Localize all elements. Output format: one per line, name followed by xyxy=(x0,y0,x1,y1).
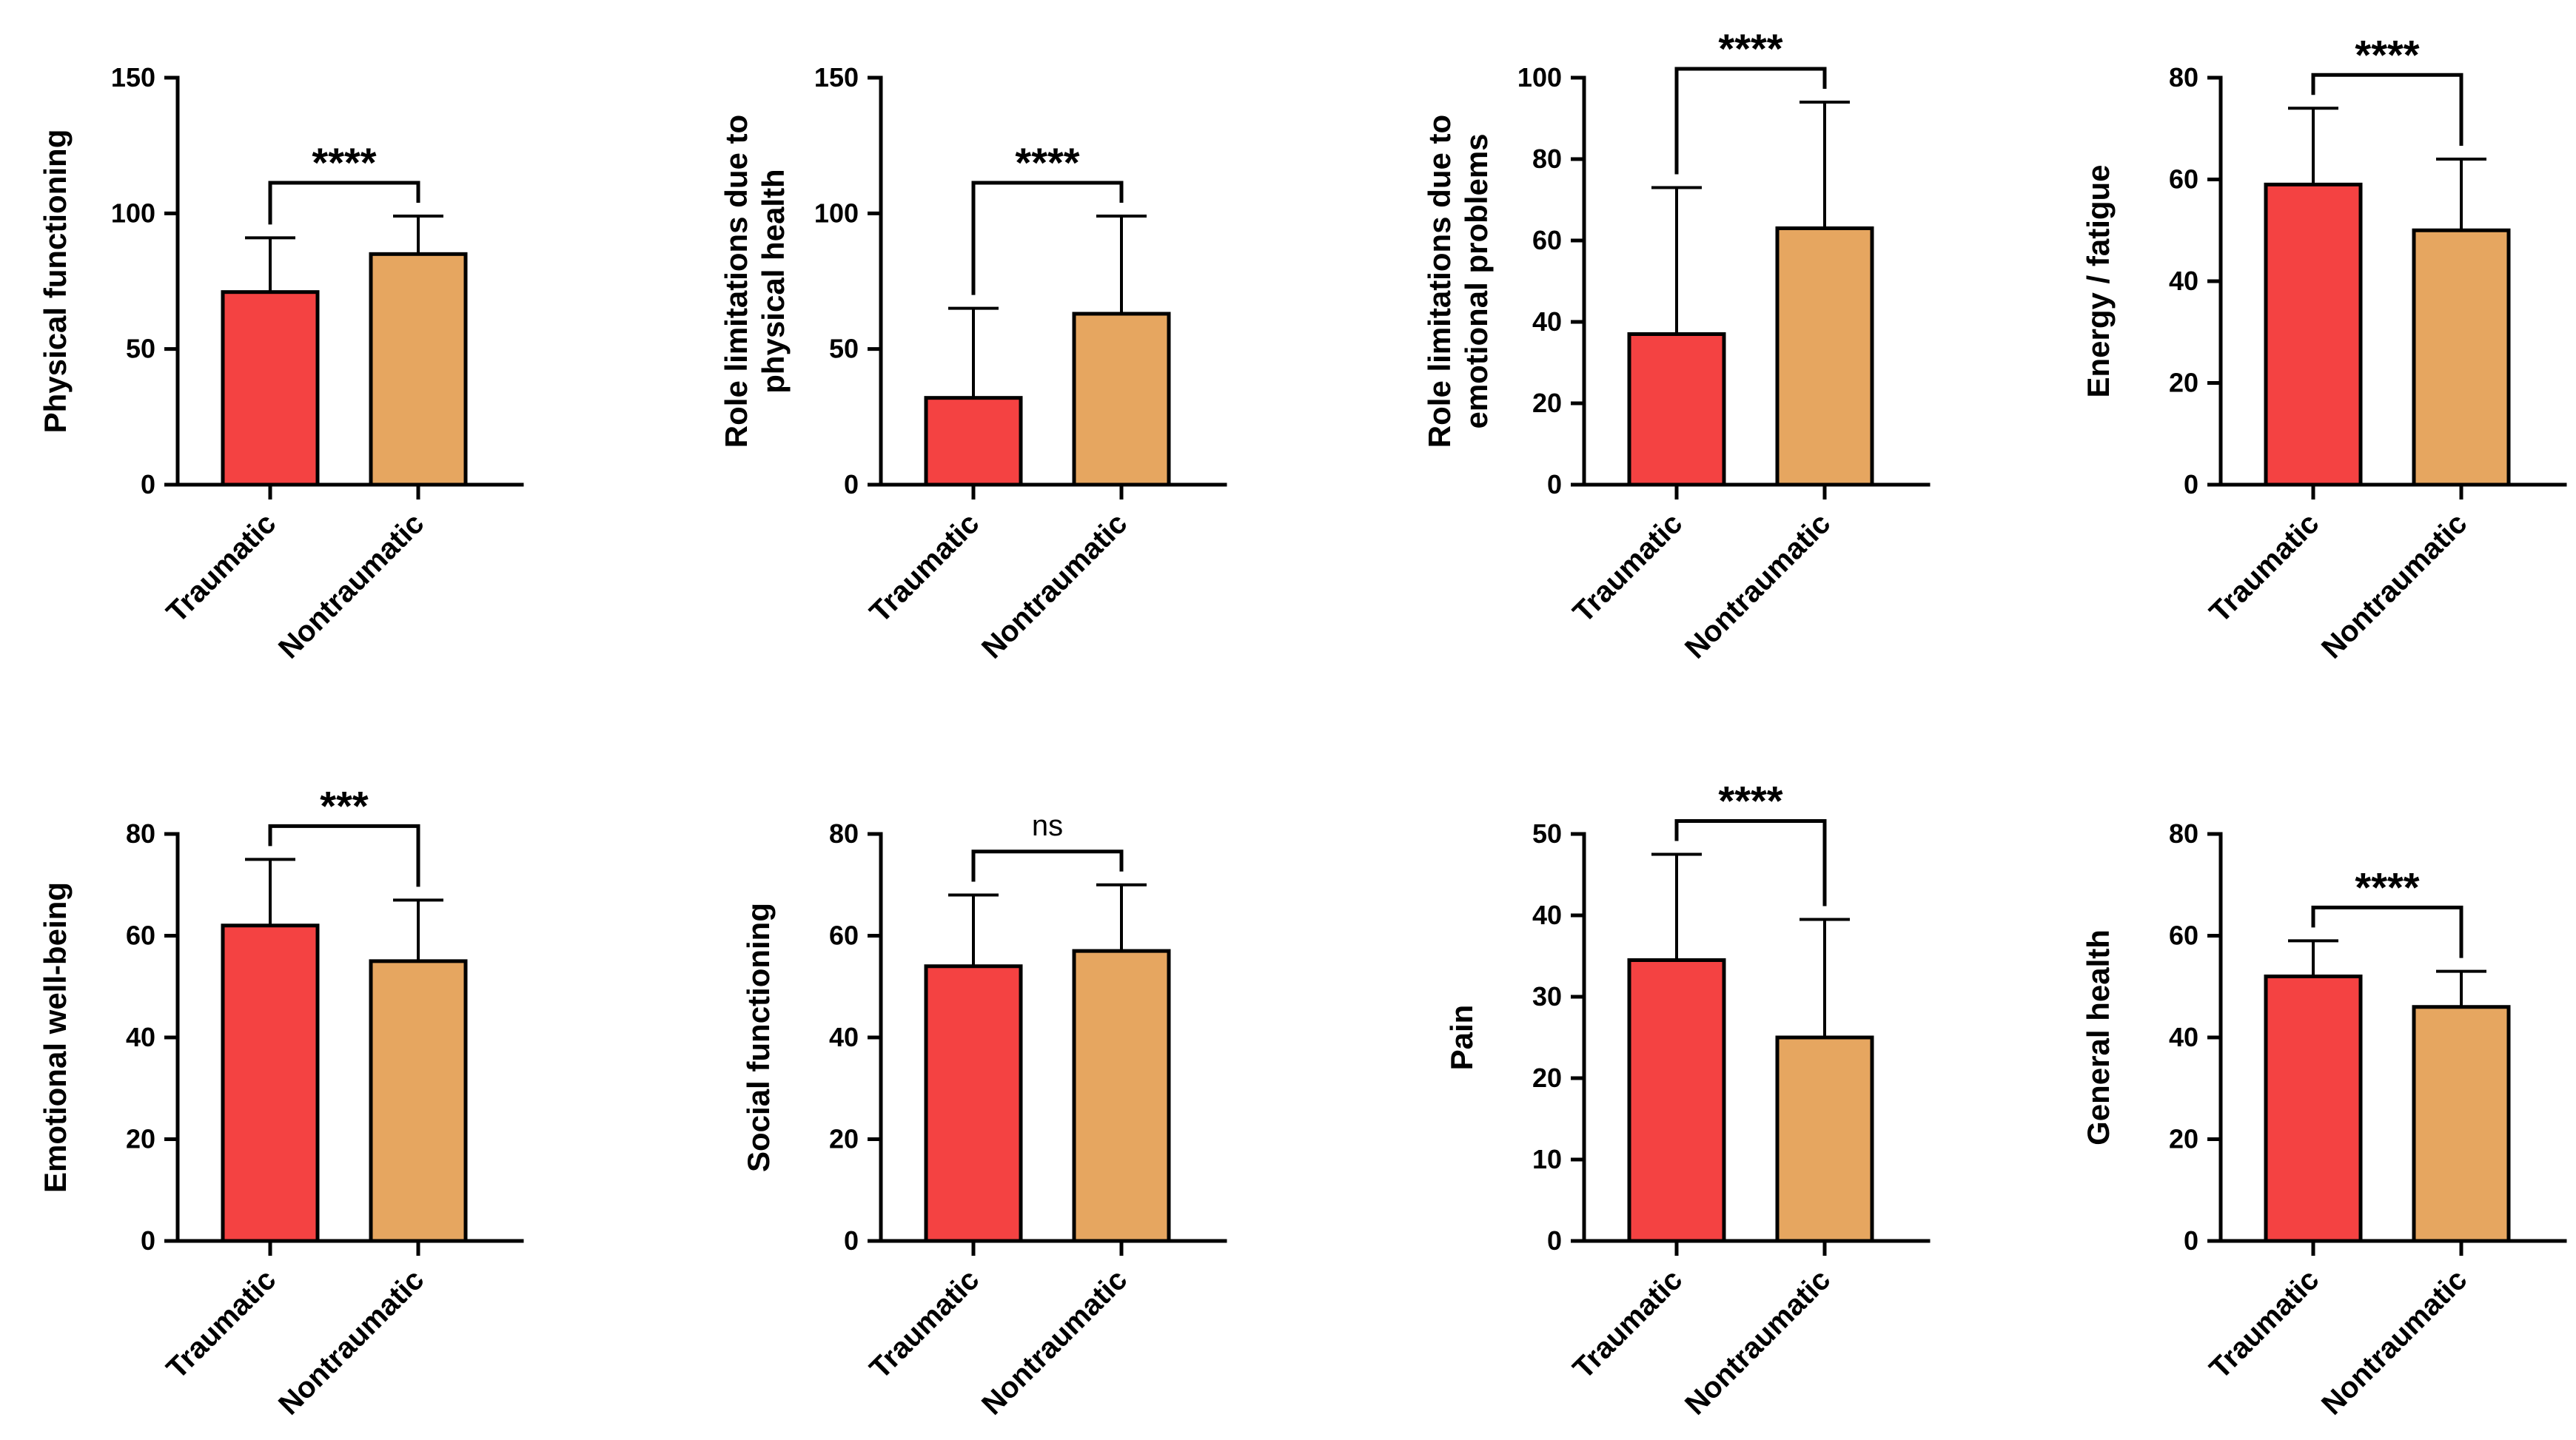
y-tick-label: 0 xyxy=(141,1225,155,1256)
significance-label: **** xyxy=(1718,778,1782,824)
bar-traumatic xyxy=(2264,975,2363,1243)
y-tick-label: 40 xyxy=(2169,266,2198,296)
bar-traumatic xyxy=(221,290,320,487)
bar-traumatic xyxy=(1627,958,1726,1243)
significance-label: **** xyxy=(2355,864,2419,910)
y-tick-label: 60 xyxy=(126,921,155,951)
y-axis-label: Pain xyxy=(1444,1005,1479,1071)
y-axis-label: Energy / fatigue xyxy=(2081,164,2116,397)
y-axis-label-line: Role limitations due to xyxy=(1422,115,1457,448)
significance-bracket xyxy=(971,849,1124,882)
y-tick-label: 0 xyxy=(844,469,859,499)
y-tick-label: 80 xyxy=(829,818,859,849)
y-tick-label: 150 xyxy=(111,62,155,92)
bar-nontraumatic xyxy=(1775,1035,1874,1243)
y-tick-label: 80 xyxy=(2169,818,2198,849)
y-axis-label-line: Role limitations due to xyxy=(719,115,754,448)
y-tick-label: 50 xyxy=(829,334,859,364)
significance-bracket xyxy=(268,181,420,225)
bar-traumatic xyxy=(1627,332,1726,487)
y-tick-label: 60 xyxy=(2169,921,2198,951)
y-tick-label: 40 xyxy=(126,1022,155,1052)
y-tick-label: 20 xyxy=(2169,1124,2198,1154)
y-axis-label-line: Energy / fatigue xyxy=(2081,164,2116,397)
y-tick-label: 60 xyxy=(2169,164,2198,195)
y-tick-label: 0 xyxy=(1547,1225,1562,1256)
y-tick-label: 0 xyxy=(2184,469,2198,499)
y-tick-label: 80 xyxy=(1532,144,1562,174)
bar-traumatic xyxy=(221,923,320,1243)
y-axis-label-line: physical health xyxy=(756,169,791,393)
bar-nontraumatic xyxy=(1072,949,1171,1243)
y-axis-label: Social functioning xyxy=(741,903,776,1172)
y-tick-label: 100 xyxy=(1517,62,1562,92)
significance-label: **** xyxy=(1015,139,1079,186)
y-tick-label: 100 xyxy=(814,198,859,228)
y-tick-label: 50 xyxy=(1532,818,1562,849)
significance-bracket xyxy=(268,824,420,887)
bar-traumatic xyxy=(924,964,1023,1243)
y-tick-label: 100 xyxy=(111,198,155,228)
y-axis-label: Emotional well-being xyxy=(38,882,73,1193)
y-tick-label: 60 xyxy=(1532,225,1562,255)
y-tick-label: 20 xyxy=(2169,368,2198,398)
y-tick-label: 0 xyxy=(141,469,155,499)
y-axis-label: Role limitations due toemotional problem… xyxy=(1422,115,1494,448)
significance-bracket xyxy=(2311,73,2463,146)
y-axis-label-line: Pain xyxy=(1444,1005,1479,1071)
y-axis-label-line: Social functioning xyxy=(741,903,776,1172)
y-tick-label: 40 xyxy=(1532,306,1562,337)
significance-label: **** xyxy=(312,139,376,186)
y-tick-label: 0 xyxy=(2184,1225,2198,1256)
y-axis-label-line: emotional problems xyxy=(1459,133,1494,428)
y-axis-label: Physical functioning xyxy=(38,129,73,434)
y-tick-label: 40 xyxy=(829,1022,859,1052)
y-axis-label-line: Emotional well-being xyxy=(38,882,73,1193)
y-tick-label: 60 xyxy=(829,921,859,951)
y-tick-label: 40 xyxy=(1532,900,1562,930)
significance-bracket xyxy=(2311,905,2463,958)
y-tick-label: 0 xyxy=(1547,469,1562,499)
bar-nontraumatic xyxy=(369,959,468,1243)
y-axis-label-line: Physical functioning xyxy=(38,129,73,434)
y-tick-label: 20 xyxy=(1532,388,1562,418)
y-tick-label: 10 xyxy=(1532,1144,1562,1174)
y-tick-label: 20 xyxy=(126,1124,155,1154)
bar-nontraumatic xyxy=(1775,226,1874,487)
significance-label: ns xyxy=(1032,810,1063,842)
significance-bracket xyxy=(971,181,1124,295)
bar-traumatic xyxy=(2264,182,2363,487)
y-tick-label: 150 xyxy=(814,62,859,92)
y-axis-label: General health xyxy=(2081,929,2116,1145)
y-tick-label: 80 xyxy=(2169,62,2198,92)
y-tick-label: 50 xyxy=(126,334,155,364)
bar-nontraumatic xyxy=(369,252,468,487)
significance-bracket xyxy=(1674,67,1827,175)
bar-traumatic xyxy=(924,396,1023,487)
bar-nontraumatic xyxy=(1072,312,1171,487)
significance-bracket xyxy=(1674,819,1827,906)
y-tick-label: 40 xyxy=(2169,1022,2198,1052)
significance-label: *** xyxy=(320,782,369,829)
y-tick-label: 0 xyxy=(844,1225,859,1256)
y-tick-label: 80 xyxy=(126,818,155,849)
y-tick-label: 20 xyxy=(829,1124,859,1154)
bar-nontraumatic xyxy=(2412,1005,2511,1243)
y-tick-label: 20 xyxy=(1532,1063,1562,1093)
significance-label: **** xyxy=(2355,31,2419,78)
y-axis-label-line: General health xyxy=(2081,929,2116,1145)
y-tick-label: 30 xyxy=(1532,981,1562,1012)
y-axis-label: Role limitations due tophysical health xyxy=(719,115,791,448)
bar-nontraumatic xyxy=(2412,228,2511,487)
significance-label: **** xyxy=(1718,25,1782,72)
